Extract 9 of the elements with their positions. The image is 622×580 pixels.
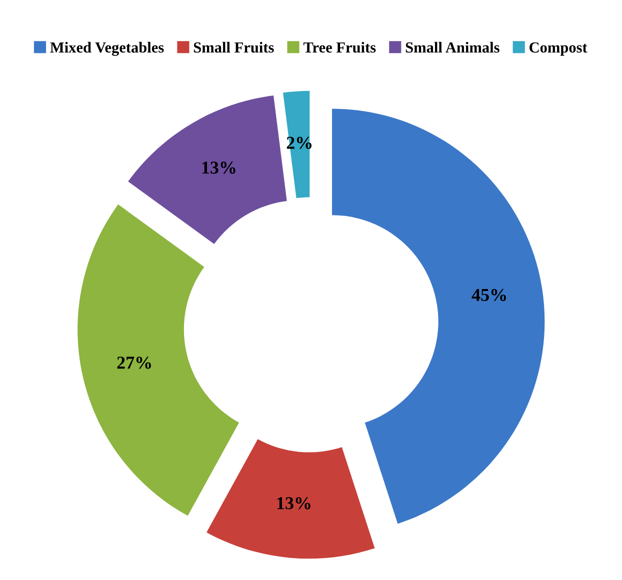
legend-label: Mixed Vegetables (50, 42, 164, 56)
legend-label: Small Animals (406, 42, 500, 53)
legend-label: Compost (530, 42, 588, 56)
legend-label: Tree Fruits (303, 42, 376, 53)
data-label: 13% (202, 162, 236, 174)
legend-label: Small Fruits (194, 42, 274, 53)
data-label: 45% (472, 288, 506, 302)
data-label: 13% (277, 497, 310, 510)
data-label: 27% (117, 356, 151, 369)
